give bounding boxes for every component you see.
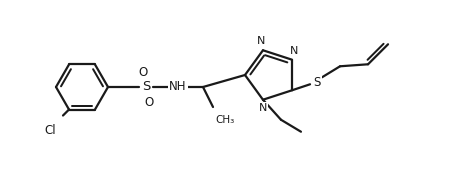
Text: Cl: Cl bbox=[45, 123, 56, 137]
Text: CH₃: CH₃ bbox=[215, 115, 234, 125]
Text: NH: NH bbox=[169, 81, 187, 93]
Text: S: S bbox=[142, 81, 150, 93]
Text: O: O bbox=[144, 95, 153, 109]
Text: N: N bbox=[290, 46, 298, 56]
Text: O: O bbox=[139, 66, 148, 79]
Text: S: S bbox=[313, 76, 321, 89]
Text: N: N bbox=[259, 103, 267, 113]
Text: N: N bbox=[257, 36, 265, 46]
